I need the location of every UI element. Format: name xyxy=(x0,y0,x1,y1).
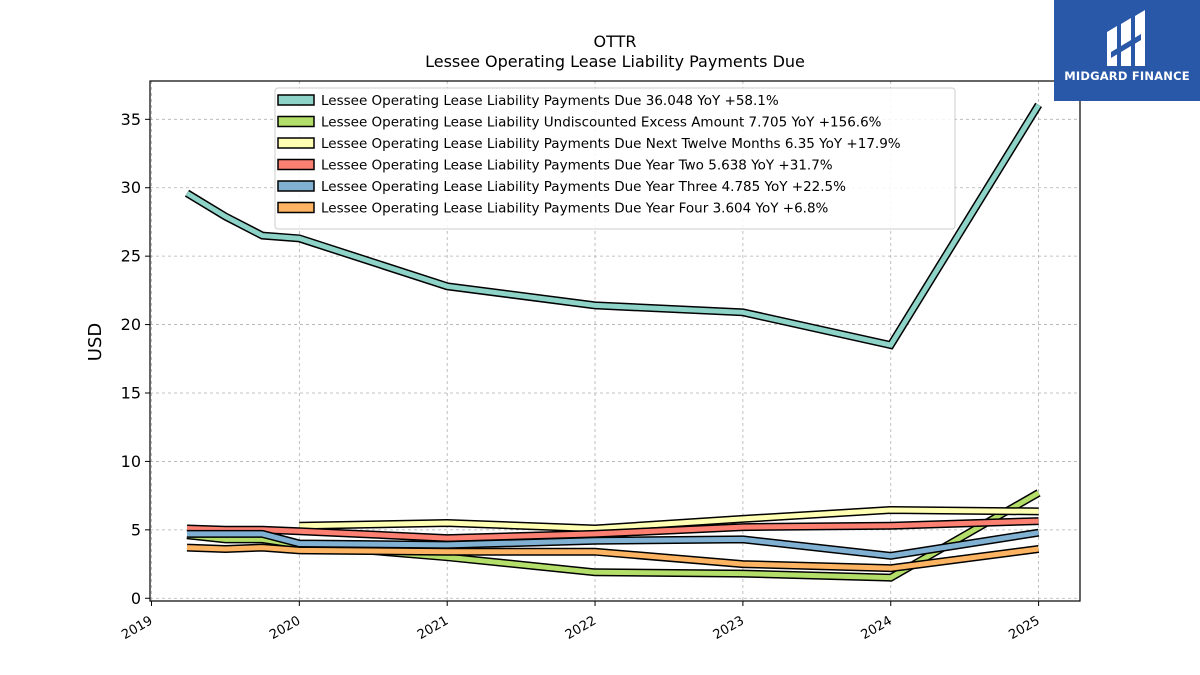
x-tick-label: 2022 xyxy=(563,613,599,643)
x-tick-label: 2021 xyxy=(415,613,451,643)
chart-subtitle: Lessee Operating Lease Liability Payment… xyxy=(425,52,805,71)
y-tick-label: 25 xyxy=(121,247,141,266)
legend-swatch xyxy=(277,137,315,149)
legend-box xyxy=(274,87,956,230)
logo-text: MIDGARD FINANCE xyxy=(1064,69,1190,83)
y-tick-label: 35 xyxy=(121,110,141,129)
brand-logo: MIDGARD FINANCE xyxy=(1054,0,1200,101)
x-tick-label: 2019 xyxy=(119,613,155,643)
series-line-4 xyxy=(186,517,1039,543)
legend-entry: Lessee Operating Lease Liability Undisco… xyxy=(321,115,882,131)
series-stroke xyxy=(186,490,1040,581)
legend-swatch xyxy=(277,94,315,106)
x-tick-label: 2024 xyxy=(859,613,895,643)
series-line-2 xyxy=(186,489,1041,582)
series-stroke xyxy=(186,518,1039,541)
y-tick-label: 20 xyxy=(121,315,141,334)
legend: Lessee Operating Lease Liability Payment… xyxy=(274,87,956,230)
logo-mark-icon xyxy=(1107,10,1145,66)
legend-entry: Lessee Operating Lease Liability Payment… xyxy=(321,136,901,152)
series-stroke xyxy=(186,545,1039,571)
legend-swatch xyxy=(277,201,315,214)
x-tick-label: 2020 xyxy=(267,613,303,643)
legend-entry: Lessee Operating Lease Liability Payment… xyxy=(321,179,846,195)
x-axis: 2019 2020 2021 2022 2023 2024 2025 xyxy=(119,601,1043,643)
y-tick-label: 15 xyxy=(121,384,141,403)
x-tick-label: 2025 xyxy=(1006,613,1042,643)
legend-entry: Lessee Operating Lease Liability Payment… xyxy=(321,201,829,217)
series-line-1 xyxy=(184,102,1043,350)
series-layer xyxy=(184,102,1043,582)
series-line-6 xyxy=(186,543,1040,573)
plot-frame xyxy=(149,80,1081,602)
series-stroke xyxy=(185,103,1041,348)
y-tick-label: 5 xyxy=(131,520,141,539)
series-stroke xyxy=(299,507,1039,532)
legend-entry: Lessee Operating Lease Liability Payment… xyxy=(321,158,833,174)
series-stroke xyxy=(187,530,1039,559)
chart-title: OTTR xyxy=(594,32,637,51)
x-tick-label: 2023 xyxy=(711,613,747,643)
legend-swatch xyxy=(277,180,315,192)
y-axis-label: USD xyxy=(85,323,106,361)
y-tick-label: 10 xyxy=(121,452,141,471)
y-tick-label: 30 xyxy=(121,178,141,197)
legend-swatch xyxy=(277,158,315,171)
series-line-5 xyxy=(187,528,1040,560)
legend-entry: Lessee Operating Lease Liability Payment… xyxy=(321,93,779,109)
series-line-3 xyxy=(299,505,1039,533)
y-tick-label: 0 xyxy=(131,589,141,608)
legend-swatch xyxy=(277,115,315,128)
y-axis: 0 5 10 15 20 25 30 35 xyxy=(121,110,150,608)
